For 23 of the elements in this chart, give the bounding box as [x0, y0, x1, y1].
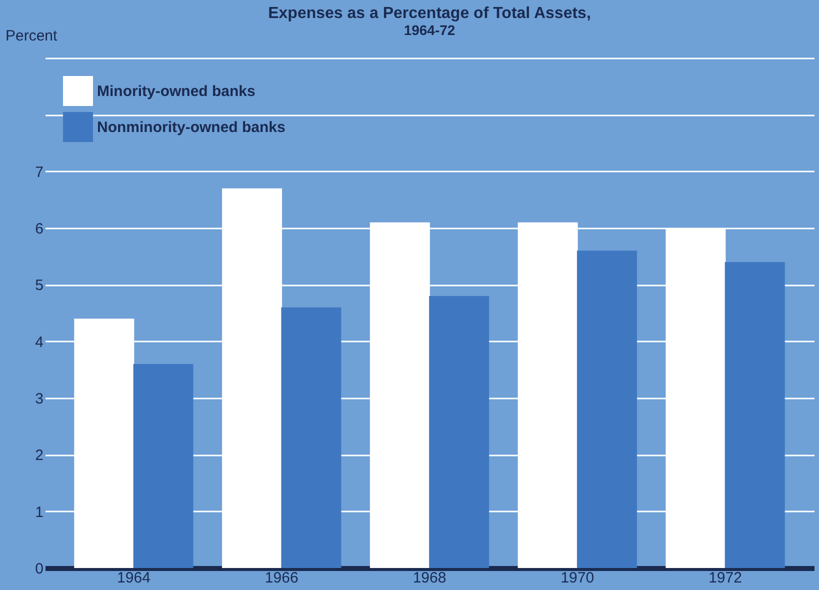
- y-tick-label: 4: [35, 334, 44, 351]
- bar: [281, 307, 342, 568]
- chart-title: Expenses as a Percentage of Total Assets,: [268, 5, 591, 22]
- x-tick-label: 1964: [117, 570, 150, 586]
- bar: [133, 364, 194, 568]
- x-tick-label: 1966: [264, 570, 298, 586]
- y-tick-label: 1: [35, 504, 44, 521]
- bar: [576, 250, 637, 568]
- x-tick-label: 1972: [708, 570, 742, 586]
- bar: [429, 296, 490, 568]
- x-tick-label: 1968: [412, 570, 446, 586]
- y-tick-label: 2: [35, 447, 44, 464]
- y-axis-title: Percent: [6, 28, 58, 44]
- legend-label: Minority-owned banks: [97, 83, 256, 100]
- x-tick-label: 1970: [560, 570, 594, 586]
- legend-label: Nonminority-owned banks: [97, 119, 286, 136]
- y-tick-label: 5: [35, 277, 44, 294]
- y-tick-label: 3: [35, 390, 44, 408]
- bar: [724, 262, 785, 568]
- y-tick-label: 0: [35, 560, 44, 578]
- y-tick-label: 7: [35, 164, 44, 181]
- y-tick-label: 6: [35, 220, 44, 238]
- chart-subtitle: 1964-72: [404, 22, 456, 38]
